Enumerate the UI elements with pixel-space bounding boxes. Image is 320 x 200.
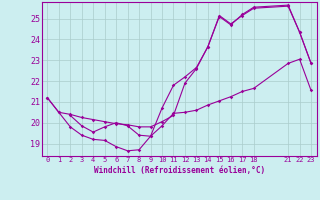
X-axis label: Windchill (Refroidissement éolien,°C): Windchill (Refroidissement éolien,°C) — [94, 166, 265, 175]
